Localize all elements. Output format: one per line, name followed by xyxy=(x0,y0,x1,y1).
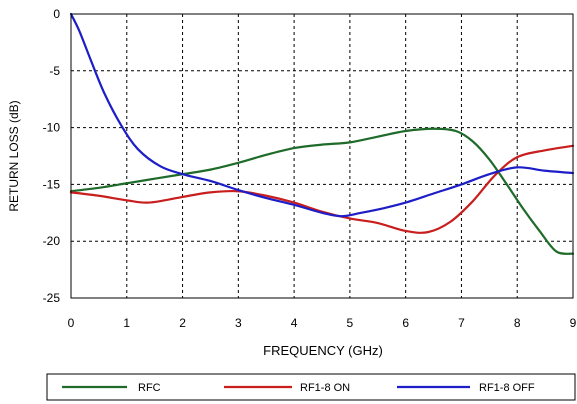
y-tick-label: -10 xyxy=(43,121,61,135)
x-tick-label: 5 xyxy=(347,316,354,330)
plot-frame xyxy=(70,13,574,299)
x-tick-label: 3 xyxy=(235,316,242,330)
y-tick-label: 0 xyxy=(53,7,60,21)
grid xyxy=(71,14,573,298)
series-line-rf1-8-off xyxy=(69,12,575,218)
legend-box xyxy=(46,373,576,401)
x-tick-label: 7 xyxy=(458,316,465,330)
y-tick-label: -5 xyxy=(49,64,60,78)
y-tick-label: -15 xyxy=(43,177,61,191)
series-line-rf1-8-on xyxy=(69,144,575,234)
x-tick-labels: 0 1 2 3 4 5 6 7 8 9 xyxy=(68,316,577,330)
x-tick-label: 2 xyxy=(179,316,186,330)
series-lines xyxy=(69,12,575,255)
x-tick-label: 0 xyxy=(68,316,75,330)
y-axis-label: RETURN LOSS (dB) xyxy=(7,100,21,211)
legend: RFC RF1-8 ON RF1-8 OFF xyxy=(46,373,576,401)
legend-label-rf1-8-on: RF1-8 ON xyxy=(300,382,350,394)
legend-label-rfc: RFC xyxy=(138,382,161,394)
y-tick-label: -20 xyxy=(43,234,61,248)
x-tick-label: 8 xyxy=(514,316,521,330)
y-tick-label: -25 xyxy=(43,291,61,305)
x-tick-label: 4 xyxy=(291,316,298,330)
x-axis-label: FREQUENCY (GHz) xyxy=(263,343,383,358)
series-line-rfc xyxy=(69,127,575,255)
x-tick-label: 9 xyxy=(570,316,577,330)
legend-label-rf1-8-off: RF1-8 OFF xyxy=(479,382,535,394)
y-tick-labels: 0 -5 -10 -15 -20 -25 xyxy=(43,7,61,305)
x-tick-label: 6 xyxy=(402,316,409,330)
x-tick-label: 1 xyxy=(123,316,130,330)
